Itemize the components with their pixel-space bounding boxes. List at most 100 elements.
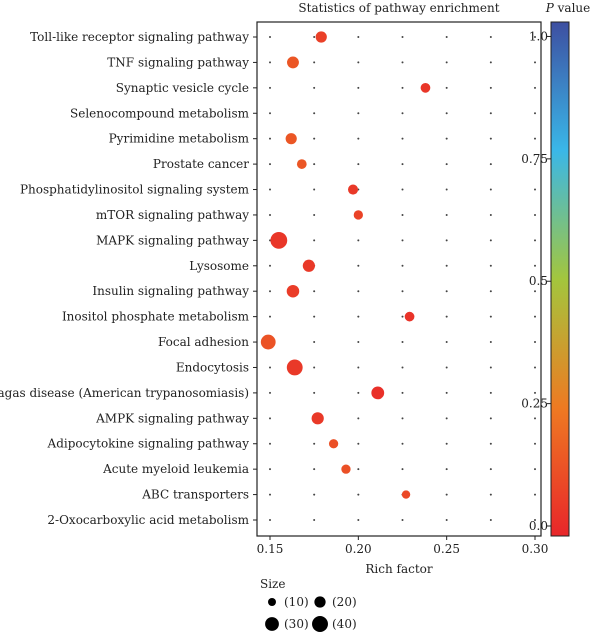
grid-dot bbox=[445, 442, 448, 445]
y-tick-label: Selenocompound metabolism bbox=[70, 106, 250, 120]
y-tick-label: Insulin signaling pathway bbox=[92, 284, 249, 298]
grid-dot bbox=[313, 213, 316, 216]
grid-dot bbox=[313, 163, 316, 166]
grid-dot bbox=[489, 442, 492, 445]
grid-dot bbox=[489, 163, 492, 166]
grid-dot bbox=[489, 188, 492, 191]
grid-dot bbox=[489, 137, 492, 140]
y-tick-label: Lysosome bbox=[189, 259, 249, 273]
grid-dot bbox=[445, 36, 448, 38]
x-tick-label: 0.15 bbox=[257, 542, 284, 556]
data-point bbox=[404, 311, 415, 322]
grid-dot bbox=[445, 264, 448, 267]
data-point bbox=[260, 334, 276, 350]
grid-dot bbox=[534, 163, 536, 166]
grid-dot bbox=[401, 366, 404, 369]
grid-dot bbox=[401, 315, 404, 318]
grid-dot bbox=[401, 519, 404, 521]
y-tick-label: Acute myeloid leukemia bbox=[102, 462, 249, 476]
grid-dot bbox=[269, 264, 271, 267]
grid-dot bbox=[534, 366, 536, 369]
grid-dot bbox=[489, 417, 492, 420]
grid-dot bbox=[445, 61, 448, 64]
grid-dot bbox=[445, 468, 448, 471]
grid-dot bbox=[357, 493, 360, 496]
grid-dot bbox=[445, 519, 448, 521]
size-legend-marker bbox=[312, 616, 328, 632]
grid-dot bbox=[445, 493, 448, 496]
grid bbox=[269, 36, 536, 521]
grid-dot bbox=[401, 468, 404, 471]
grid-dot bbox=[357, 163, 360, 166]
data-point bbox=[287, 56, 299, 69]
grid-dot bbox=[269, 315, 271, 318]
grid-dot bbox=[357, 264, 360, 267]
color-legend-title: P value bbox=[545, 1, 591, 15]
color-legend-tick-label: 0.0 bbox=[529, 519, 548, 533]
y-tick-label: AMPK signaling pathway bbox=[95, 411, 249, 425]
grid-dot bbox=[357, 315, 360, 318]
grid-dot bbox=[534, 61, 536, 64]
grid-dot bbox=[357, 417, 360, 420]
grid-dot bbox=[269, 442, 271, 445]
grid-dot bbox=[313, 290, 316, 293]
grid-dot bbox=[534, 341, 536, 344]
color-legend-tick-label: 0.25 bbox=[521, 397, 548, 411]
color-legend: P value 0.0 0.25 0.5 0.75 1.0 bbox=[521, 1, 591, 537]
grid-dot bbox=[269, 61, 271, 64]
grid-dot bbox=[401, 112, 404, 115]
grid-dot bbox=[445, 290, 448, 293]
grid-dot bbox=[269, 417, 271, 420]
y-tick-label: Focal adhesion bbox=[158, 335, 249, 349]
grid-dot bbox=[489, 315, 492, 318]
grid-dot bbox=[489, 519, 492, 521]
grid-dot bbox=[401, 442, 404, 445]
size-legend-label: (40) bbox=[332, 617, 357, 631]
grid-dot bbox=[269, 391, 271, 394]
data-point bbox=[347, 184, 359, 195]
grid-dot bbox=[401, 163, 404, 166]
grid-dot bbox=[401, 213, 404, 216]
y-tick-label: Phosphatidylinositol signaling system bbox=[20, 183, 250, 197]
grid-dot bbox=[534, 86, 536, 89]
grid-dot bbox=[534, 239, 536, 242]
grid-dot bbox=[534, 391, 536, 394]
grid-dot bbox=[489, 36, 492, 38]
grid-dot bbox=[489, 61, 492, 64]
grid-dot bbox=[401, 61, 404, 64]
grid-dot bbox=[489, 341, 492, 344]
grid-dot bbox=[401, 341, 404, 344]
grid-dot bbox=[357, 239, 360, 242]
color-legend-title-rest: value bbox=[554, 1, 590, 15]
plot-frame bbox=[256, 21, 542, 537]
grid-dot bbox=[357, 366, 360, 369]
size-legend-marker bbox=[268, 598, 276, 606]
grid-dot bbox=[445, 137, 448, 140]
grid-dot bbox=[269, 112, 271, 115]
data-point bbox=[420, 82, 431, 93]
grid-dot bbox=[357, 112, 360, 115]
grid-dot bbox=[401, 36, 404, 38]
grid-dot bbox=[269, 163, 271, 166]
grid-dot bbox=[313, 391, 316, 394]
grid-dot bbox=[534, 417, 536, 420]
grid-dot bbox=[357, 290, 360, 293]
grid-dot bbox=[313, 112, 316, 115]
color-legend-tick-label: 1.0 bbox=[529, 29, 548, 43]
y-tick-label: Adipocytokine signaling pathway bbox=[47, 437, 250, 451]
grid-dot bbox=[357, 137, 360, 140]
y-tick-label: mTOR signaling pathway bbox=[96, 208, 249, 222]
grid-dot bbox=[313, 137, 316, 140]
y-tick-label: Prostate cancer bbox=[153, 157, 249, 171]
grid-dot bbox=[401, 417, 404, 420]
grid-dot bbox=[269, 519, 271, 521]
data-point bbox=[353, 210, 363, 220]
grid-dot bbox=[357, 391, 360, 394]
grid-dot bbox=[534, 519, 536, 521]
grid-dot bbox=[313, 366, 316, 369]
color-legend-title-p: P bbox=[545, 1, 555, 15]
grid-dot bbox=[313, 442, 316, 445]
grid-dot bbox=[489, 112, 492, 115]
grid-dot bbox=[534, 213, 536, 216]
grid-dot bbox=[269, 188, 271, 191]
